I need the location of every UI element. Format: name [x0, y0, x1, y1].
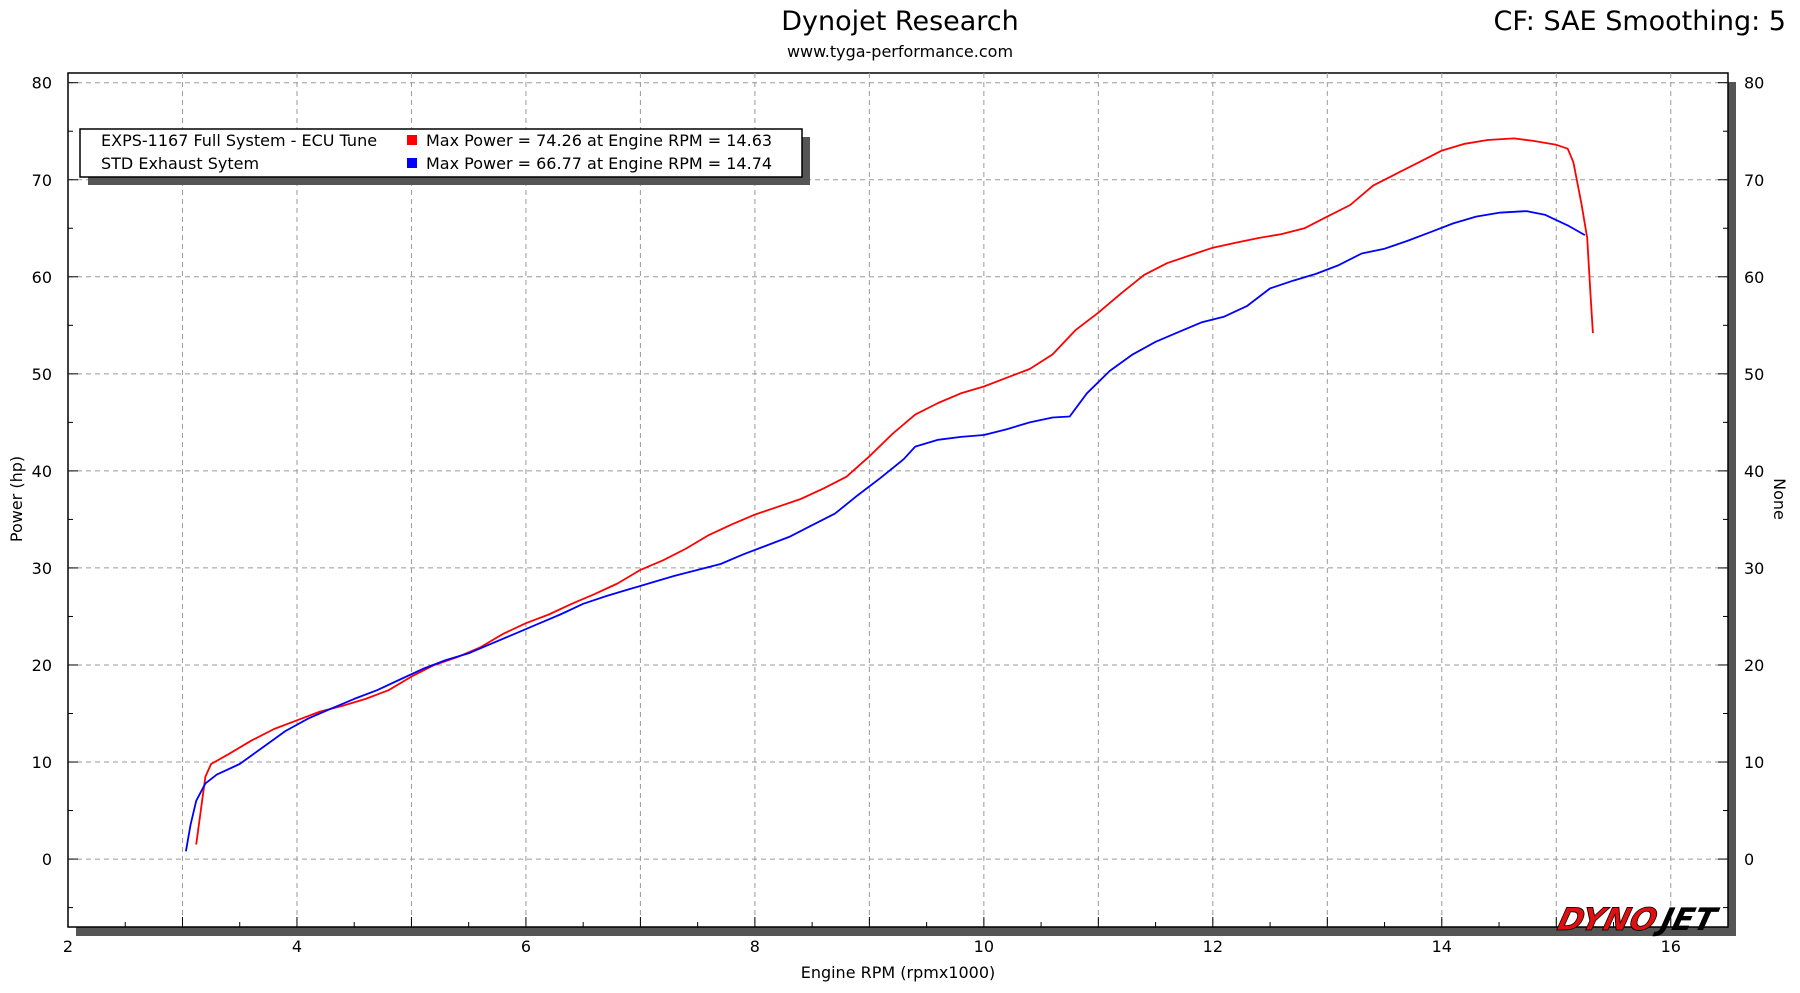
y-tick-label-right: 50 [1744, 365, 1764, 384]
y-tick-label-right: 80 [1744, 74, 1764, 93]
y-tick-label: 10 [32, 753, 52, 772]
x-tick-label: 12 [1203, 937, 1223, 956]
y-tick-label: 50 [32, 365, 52, 384]
plot-area [67, 72, 1729, 928]
x-tick-label: 10 [974, 937, 994, 956]
legend-series-2-stat: Max Power = 66.77 at Engine RPM = 14.74 [426, 154, 772, 173]
grid [68, 73, 1728, 927]
y-tick-label-right: 30 [1744, 559, 1764, 578]
y-tick-label-right: 70 [1744, 171, 1764, 190]
series-line-2 [185, 210, 1586, 852]
y-tick-label: 30 [32, 559, 52, 578]
chart-title: Dynojet Research [781, 6, 1019, 37]
y-tick-label-right: 20 [1744, 656, 1764, 675]
legend-series-1-name: EXPS-1167 Full System - ECU Tune [101, 131, 377, 150]
y-tick-label-right: 40 [1744, 462, 1764, 481]
x-tick-label: 6 [521, 937, 531, 956]
y-tick-label: 80 [32, 74, 52, 93]
x-tick-label: 2 [63, 937, 73, 956]
y-tick-label-right: 10 [1744, 753, 1764, 772]
y-tick-label: 40 [32, 462, 52, 481]
x-tick-label: 16 [1661, 937, 1681, 956]
chart-subtitle: www.tyga-performance.com [786, 42, 1014, 61]
series-lines [185, 137, 1594, 852]
y-axis-title: Power (hp) [7, 456, 26, 542]
correction-factor-label: CF: SAE Smoothing: 5 [1493, 6, 1786, 37]
legend-swatch-red [407, 135, 417, 145]
logo-text-dyno: DYNO [1554, 902, 1661, 937]
y-tick-label: 70 [32, 171, 52, 190]
y-tick-label-right: 60 [1744, 268, 1764, 287]
legend-swatch-blue [407, 158, 417, 168]
legend-box [79, 128, 803, 178]
y-tick-label: 20 [32, 656, 52, 675]
series-line-1 [195, 137, 1594, 845]
axes: 2 4 6 8 10 12 14 16 0 10 20 30 40 50 60 70 80 0 10 20 30 40 50… [32, 74, 1765, 956]
x-axis-title: Engine RPM (rpmx1000) [801, 963, 996, 982]
y-tick-label-right: 0 [1744, 850, 1754, 869]
x-tick-label: 8 [750, 937, 760, 956]
x-tick-label: 4 [292, 937, 302, 956]
dynojet-logo: DYNO JET [1554, 902, 1723, 938]
y-tick-label: 0 [42, 850, 52, 869]
y-axis-right-title: None [1770, 478, 1789, 520]
x-tick-label: 14 [1432, 937, 1452, 956]
y-tick-label: 60 [32, 268, 52, 287]
legend-series-2-name: STD Exhaust Sytem [101, 154, 259, 173]
legend: EXPS-1167 Full System - ECU Tune Max Pow… [79, 128, 810, 185]
legend-series-1-stat: Max Power = 74.26 at Engine RPM = 14.63 [426, 131, 772, 150]
